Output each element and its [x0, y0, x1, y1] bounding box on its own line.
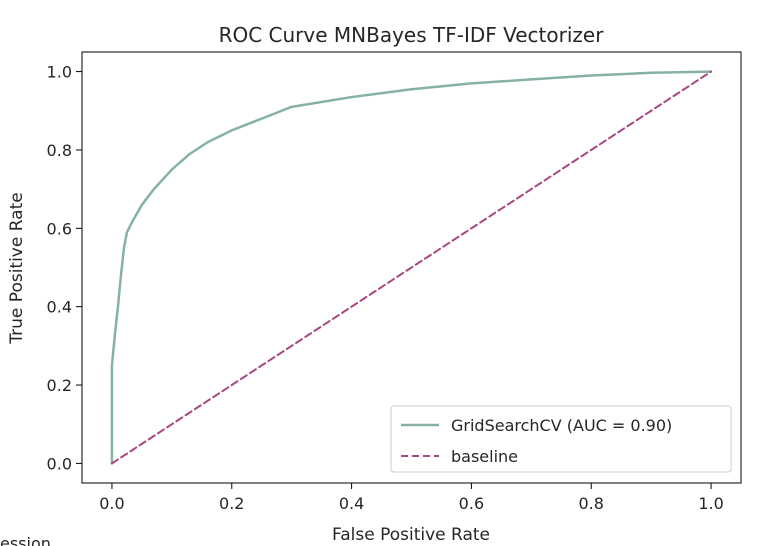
- x-tick-label: 0.0: [99, 494, 124, 513]
- y-axis-label: True Positive Rate: [7, 192, 27, 344]
- cropped-footer-text: ession: [0, 534, 51, 546]
- x-tick-label: 0.8: [579, 494, 604, 513]
- x-tick-label: 0.2: [219, 494, 244, 513]
- y-tick-label: 0.6: [47, 219, 72, 238]
- x-axis-label: False Positive Rate: [332, 525, 490, 545]
- legend: GridSearchCV (AUC = 0.90) baseline: [390, 405, 732, 473]
- y-tick-label: 0.8: [47, 141, 72, 160]
- plot-frame: [81, 51, 742, 484]
- x-tick-label: 1.0: [698, 494, 723, 513]
- y-tick-label: 1.0: [47, 63, 72, 82]
- x-tick-label: 0.6: [459, 494, 484, 513]
- legend-label-0: GridSearchCV (AUC = 0.90): [451, 416, 672, 435]
- y-tick-label: 0.2: [47, 376, 72, 395]
- legend-label-1: baseline: [451, 447, 518, 466]
- y-tick-label: 0.0: [47, 454, 72, 473]
- series-line-1: [110, 70, 713, 465]
- chart-title: ROC Curve MNBayes TF-IDF Vectorizer: [219, 23, 605, 47]
- legend-box: [390, 405, 732, 473]
- y-tick-label: 0.4: [47, 298, 72, 317]
- plot-area: 0.0 0.2 0.4 0.6 0.8 1.0 0.0 0.2 0.4 0.6 0.8 1.0: [47, 51, 742, 513]
- x-tick-label: 0.4: [339, 494, 364, 513]
- series-line-0: [110, 70, 713, 465]
